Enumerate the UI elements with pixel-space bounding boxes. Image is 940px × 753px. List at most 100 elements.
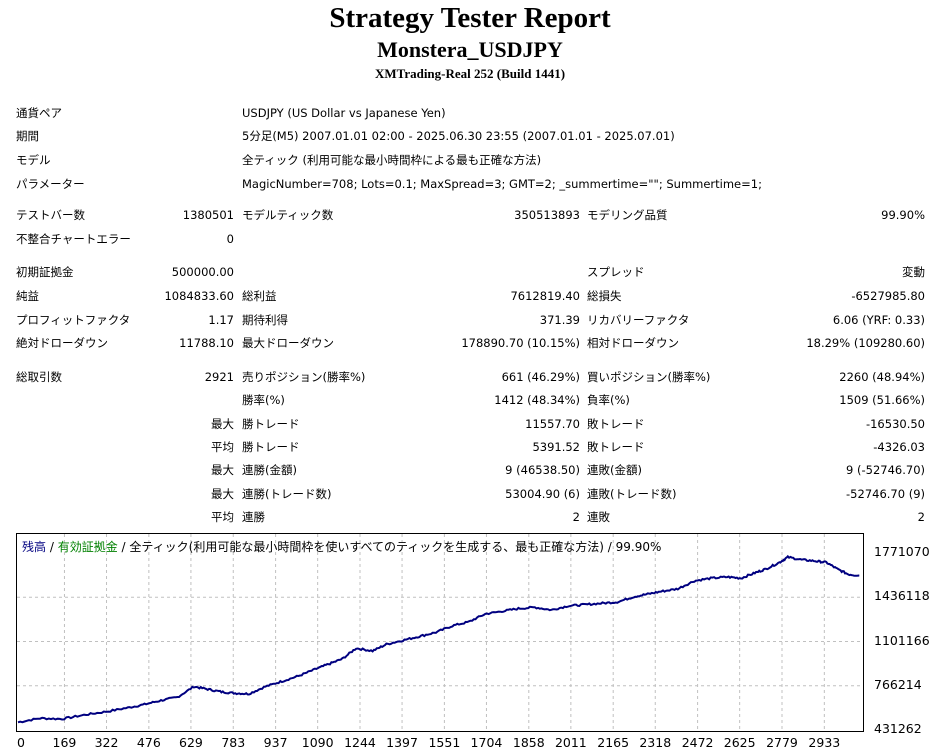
avg-prefix-2: 平均 [211, 510, 234, 524]
max-cons-wins-value: 9 (46538.50) [505, 463, 580, 477]
spread-label: スプレッド [587, 265, 645, 279]
model-value: 全ティック (利用可能な最小時間枠による最も正確な方法) [242, 153, 542, 167]
period-label: 期間 [16, 129, 39, 143]
x-tick-label: 0 [17, 735, 25, 750]
abs-dd-label: 絶対ドローダウン [16, 336, 108, 350]
bars-label: テストバー数 [16, 208, 85, 222]
x-tick-label: 629 [178, 735, 203, 750]
rel-dd-value: 18.29% (109280.60) [806, 336, 925, 350]
expected-label: 期待利得 [242, 313, 288, 327]
x-tick-label: 2933 [808, 735, 841, 750]
max-cons-losses-value: 9 (-52746.70) [846, 463, 925, 477]
deposit-label: 初期証拠金 [16, 265, 74, 279]
gross-profit-label: 総利益 [242, 289, 277, 303]
win-rate-value: 1412 (48.34%) [494, 393, 580, 407]
max-dd-value: 178890.70 (10.15%) [461, 336, 580, 350]
avg-cons-losses-label: 連敗 [587, 510, 610, 524]
loss-rate-value: 1509 (51.66%) [839, 393, 925, 407]
x-tick-label: 476 [136, 735, 161, 750]
avg-loss-value: -4326.03 [873, 440, 925, 454]
model-label: モデル [16, 153, 51, 167]
recovery-label: リカバリーファクタ [587, 313, 690, 327]
expert-name: Monstera_USDJPY [377, 37, 563, 62]
x-tick-label: 2011 [554, 735, 587, 750]
chart-plot-area [16, 533, 864, 732]
max-prefix-1: 最大 [211, 463, 234, 477]
expected-value: 371.39 [539, 313, 580, 327]
ticks-label: モデルティック数 [242, 208, 334, 222]
params-label: パラメーター [16, 177, 85, 191]
avg-cons-wins-label: 連勝 [242, 510, 265, 524]
x-tick-label: 1551 [428, 735, 461, 750]
bars-value: 1380501 [182, 208, 234, 222]
x-tick-label: 1397 [386, 735, 418, 750]
x-tick-label: 2779 [766, 735, 798, 750]
deposit-value: 500000.00 [171, 265, 234, 279]
avg-cons-losses-value: 2 [917, 510, 925, 524]
avg-win-value: 5391.52 [532, 440, 580, 454]
win-rate-label: 勝率(%) [242, 393, 285, 407]
largest-loss-value: -16530.50 [865, 417, 925, 431]
legend-description: 全ティック(利用可能な最小時間枠を使いすべてのティックを生成する、最も正確な方法… [129, 540, 662, 554]
short-value: 661 (46.29%) [501, 370, 580, 384]
server-build: XMTrading-Real 252 (Build 1441) [374, 66, 566, 81]
x-tick-label: 1704 [470, 735, 503, 750]
abs-dd-value: 11788.10 [179, 336, 234, 350]
mismatch-label: 不整合チャートエラー [16, 232, 131, 246]
quality-label: モデリング品質 [587, 208, 668, 222]
legend-balance: 残高 [22, 540, 47, 554]
gross-profit-value: 7612819.40 [510, 289, 580, 303]
avg-win-label: 勝トレード [242, 440, 300, 454]
largest-prefix: 最大 [211, 417, 234, 431]
params-value: MagicNumber=708; Lots=0.1; MaxSpread=3; … [242, 177, 762, 191]
chart-svg [17, 534, 863, 731]
legend-separator-2: / [117, 540, 130, 554]
long-label: 買いポジション(勝率%) [587, 370, 711, 384]
ticks-value: 350513893 [514, 208, 580, 222]
max-cons-loss-label: 連敗(トレード数) [587, 487, 677, 501]
x-tick-label: 2625 [723, 735, 756, 750]
y-tick-label: 766214 [874, 676, 922, 692]
loss-rate-label: 負率(%) [587, 393, 630, 407]
long-value: 2260 (48.94%) [839, 370, 925, 384]
quality-value: 99.90% [881, 208, 925, 222]
balance-series-line [17, 554, 860, 724]
y-tick-label: 1101166 [874, 632, 930, 648]
y-tick-label: 1436118 [874, 588, 930, 604]
gross-loss-label: 総損失 [587, 289, 622, 303]
gross-loss-value: -6527985.80 [851, 289, 925, 303]
x-tick-label: 1858 [512, 735, 545, 750]
max-dd-label: 最大ドローダウン [242, 336, 334, 350]
max-cons-wins-label: 連勝(金額) [242, 463, 297, 477]
average-prefix: 平均 [211, 440, 234, 454]
rel-dd-label: 相対ドローダウン [587, 336, 679, 350]
x-tick-label: 2472 [681, 735, 714, 750]
avg-cons-wins-value: 2 [572, 510, 580, 524]
y-tick-label: 1771070 [874, 544, 930, 559]
avg-loss-label: 敗トレード [587, 440, 645, 454]
legend-separator-1: / [46, 540, 58, 554]
recovery-value: 6.06 (YRF: 0.33) [832, 313, 925, 327]
max-prefix-2: 最大 [211, 487, 234, 501]
total-trades-value: 2921 [204, 370, 234, 384]
net-value: 1084833.60 [164, 289, 234, 303]
chart-legend: 残高 / 有効証拠金 / 全ティック(利用可能な最小時間枠を使いすべてのティック… [22, 538, 661, 555]
pf-label: プロフィットファクタ [16, 313, 131, 327]
largest-win-value: 11557.70 [525, 417, 580, 431]
x-tick-label: 937 [263, 735, 288, 750]
x-tick-label: 2318 [639, 735, 672, 750]
short-label: 売りポジション(勝率%) [242, 370, 366, 384]
x-tick-label: 1244 [344, 735, 376, 750]
legend-equity: 有効証拠金 [57, 540, 118, 554]
x-tick-label: 322 [94, 735, 119, 750]
x-tick-label: 2165 [597, 735, 630, 750]
max-cons-profit-label: 連勝(トレード数) [242, 487, 332, 501]
balance-chart: 残高 / 有効証拠金 / 全ティック(利用可能な最小時間枠を使いすべてのティック… [16, 533, 930, 751]
y-tick-label: 431262 [874, 721, 922, 736]
largest-win-label: 勝トレード [242, 417, 300, 431]
max-cons-profit-value: 53004.90 (6) [505, 487, 580, 501]
x-tick-label: 169 [52, 735, 77, 750]
largest-loss-label: 敗トレード [587, 417, 645, 431]
spread-value: 変動 [902, 265, 925, 279]
symbol-label: 通貨ペア [16, 106, 62, 120]
